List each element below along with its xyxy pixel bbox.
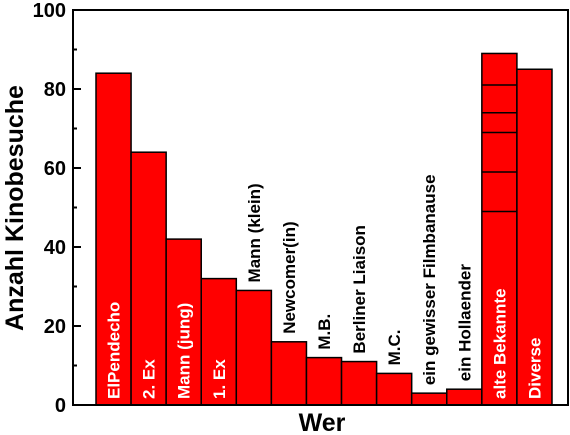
bar-8: [375, 372, 413, 406]
bar-label-9: ein gewisser Filmbanause: [420, 174, 439, 385]
y-tick-label-5: 100: [33, 0, 66, 22]
bar-label-1: 2. Ex: [140, 359, 159, 399]
bars: [95, 52, 553, 406]
y-tick-label-0: 0: [55, 395, 66, 417]
bar-labels: ElPendecho 2. Ex Mann (jung) 1. Ex Mann (kle…: [105, 174, 545, 399]
bar-label-3: 1. Ex: [210, 359, 229, 399]
bar-1: [130, 151, 167, 406]
bar-label-7: Berliner Liaison: [350, 225, 369, 353]
bar-label-8: M.C.: [385, 330, 404, 366]
bar-9: [410, 392, 448, 406]
y-tick-label-2: 40: [44, 237, 66, 259]
bar-label-6: M.B.: [315, 314, 334, 350]
bar-label-10: ein Hollaender: [455, 264, 474, 382]
bar-label-12: Diverse: [525, 338, 544, 399]
y-axis-title: Anzahl Kinobesuche: [1, 85, 29, 331]
bar-5: [270, 341, 308, 406]
bar-label-2: Mann (jung): [175, 303, 194, 399]
y-tick-label-1: 20: [44, 316, 66, 338]
bar-3: [200, 277, 238, 406]
bar-6: [305, 356, 343, 406]
bar-label-4: Mann (klein): [245, 183, 264, 282]
bar-10: [446, 388, 483, 406]
y-axis-ticks: 0 20 40 60 80 100: [33, 0, 81, 417]
plot-frame: [72, 9, 569, 406]
bar-7: [340, 360, 378, 406]
y-tick-label-4: 80: [44, 79, 66, 101]
bar-label-5: Newcomer(in): [280, 221, 299, 333]
x-axis-title: Wer: [299, 409, 346, 435]
bar-4: [235, 289, 273, 406]
bar-label-0: ElPendecho: [105, 302, 124, 399]
bar-2: [165, 238, 202, 406]
y-tick-label-3: 60: [44, 158, 66, 180]
bar-label-11: alte Bekannte: [490, 288, 509, 399]
